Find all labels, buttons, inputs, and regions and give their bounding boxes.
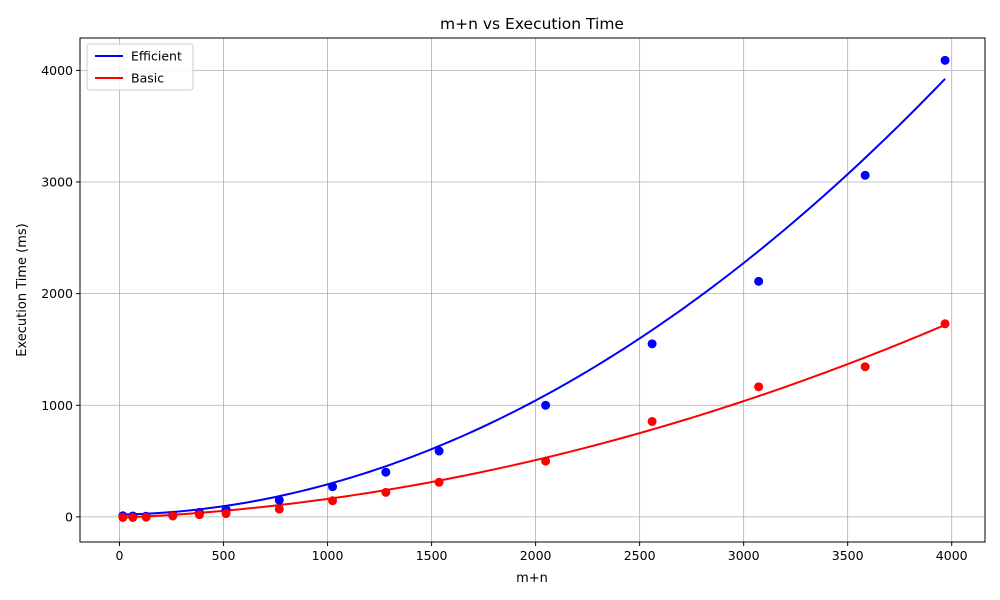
- y-tick-label: 4000: [41, 63, 73, 78]
- legend: Efficient Basic: [86, 43, 194, 91]
- x-tick-label: 3500: [832, 548, 864, 563]
- x-tick-label: 2000: [520, 548, 552, 563]
- plot-frame: [79, 37, 986, 543]
- point-efficient: [647, 339, 657, 349]
- x-tick-label: 1500: [416, 548, 448, 563]
- point-basic: [381, 487, 391, 497]
- x-axis-ticks: 0 500 1000 1500 2000 2500 3000 3500 4000: [116, 542, 968, 563]
- y-tick-label: 1000: [41, 398, 73, 413]
- x-tick-label: 0: [116, 548, 124, 563]
- x-tick-label: 4000: [936, 548, 968, 563]
- grid: [80, 38, 985, 542]
- point-basic: [221, 509, 231, 519]
- point-basic: [541, 456, 551, 466]
- point-basic: [647, 416, 657, 426]
- point-basic: [434, 477, 444, 487]
- point-efficient: [541, 400, 551, 410]
- point-basic: [328, 496, 338, 506]
- fit-lines: [122, 78, 946, 519]
- x-tick-label: 3000: [728, 548, 760, 563]
- y-axis-ticks: 0 1000 2000 3000 4000: [41, 63, 80, 524]
- point-efficient: [940, 55, 950, 65]
- point-basic: [168, 511, 178, 521]
- y-tick-label: 3000: [41, 175, 73, 190]
- point-efficient: [274, 495, 284, 505]
- point-efficient: [381, 467, 391, 477]
- fit-line-efficient: [122, 78, 946, 516]
- point-basic: [940, 319, 950, 329]
- y-tick-label: 0: [65, 509, 73, 524]
- x-tick-label: 1000: [312, 548, 344, 563]
- chart-title: m+n vs Execution Time: [440, 15, 624, 33]
- point-basic: [754, 382, 764, 392]
- x-tick-label: 500: [212, 548, 236, 563]
- point-basic: [118, 512, 128, 522]
- data-points: [118, 55, 950, 522]
- point-efficient: [860, 170, 870, 180]
- x-tick-label: 2500: [624, 548, 656, 563]
- point-efficient: [328, 482, 338, 492]
- point-basic: [194, 510, 204, 520]
- point-basic: [860, 362, 870, 372]
- point-efficient: [754, 276, 764, 286]
- point-basic: [141, 512, 151, 522]
- point-basic: [274, 504, 284, 514]
- point-efficient: [434, 446, 444, 456]
- legend-label-basic: Basic: [131, 71, 164, 86]
- legend-label-efficient: Efficient: [131, 49, 182, 64]
- x-axis-label: m+n: [516, 571, 548, 586]
- y-axis-label: Execution Time (ms): [15, 223, 30, 356]
- fit-line-basic: [122, 324, 946, 519]
- point-basic: [128, 512, 138, 522]
- y-tick-label: 2000: [41, 286, 73, 301]
